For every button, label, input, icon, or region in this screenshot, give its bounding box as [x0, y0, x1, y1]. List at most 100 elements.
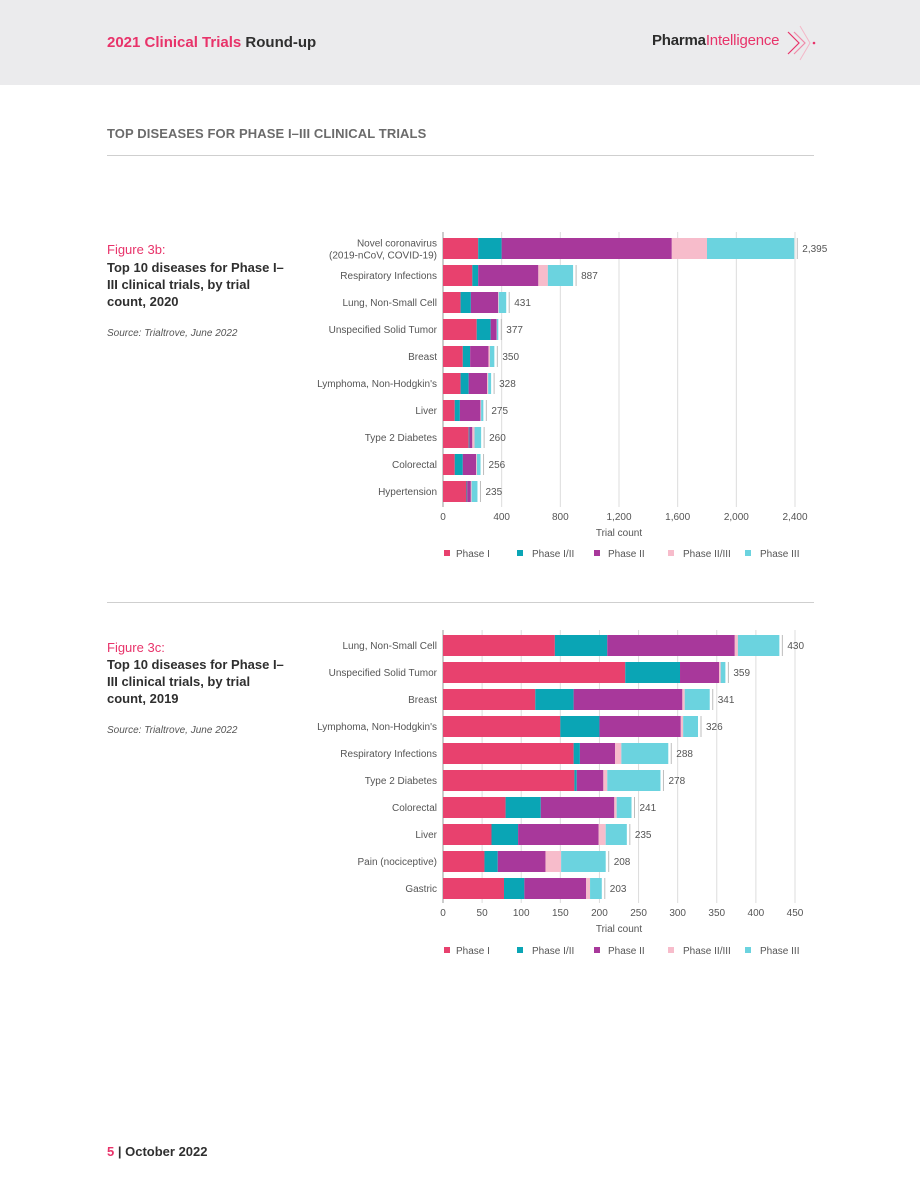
bar-segment [462, 346, 471, 367]
total-label: 887 [581, 271, 598, 282]
page-header: 2021 Clinical Trials Round-up PharmaInte… [0, 0, 920, 85]
bar-segment [443, 662, 626, 683]
legend-swatch [517, 550, 523, 556]
category-label: Gastric [405, 884, 437, 895]
tick-label: 250 [630, 908, 647, 919]
category-label: Lymphoma, Non-Hodgkin's [317, 722, 437, 733]
bar-segment [615, 743, 622, 764]
bar-segment [720, 662, 726, 683]
category-label: Respiratory Infections [340, 271, 437, 282]
legend-label: Phase II [608, 549, 645, 560]
tick-label: 200 [591, 908, 608, 919]
page-number: 5 [107, 1144, 115, 1159]
figure-3c-source: Source: Trialtrove, June 2022 [107, 725, 238, 736]
total-label: 350 [502, 352, 519, 363]
bar-segment [471, 481, 478, 502]
legend-swatch [594, 550, 600, 556]
bar-segment [599, 716, 681, 737]
x-axis-label: Trial count [596, 924, 643, 935]
bar-segment [574, 770, 577, 791]
bar-segment [554, 635, 608, 656]
footer-date: October 2022 [125, 1144, 208, 1159]
tick-label: 450 [787, 908, 804, 919]
figure-3c-title: Top 10 diseases for Phase I–III clinical… [107, 657, 284, 706]
bar-segment [498, 292, 499, 313]
legend-label: Phase I/II [532, 549, 574, 560]
legend-swatch [517, 947, 523, 953]
bar-segment [443, 454, 455, 475]
tick-label: 300 [669, 908, 686, 919]
category-label: Liver [415, 830, 437, 841]
bar-segment [489, 346, 495, 367]
total-label: 377 [506, 325, 523, 336]
category-label: Breast [408, 352, 437, 363]
bar-segment [476, 319, 491, 340]
total-label: 278 [668, 776, 685, 787]
bar-segment [478, 265, 539, 286]
category-label: Type 2 Diabetes [365, 433, 437, 444]
total-label: 256 [489, 460, 506, 471]
document-title-accent: 2021 Clinical Trials [107, 34, 242, 51]
total-label: 430 [787, 641, 804, 652]
bar-segment [443, 319, 477, 340]
legend-swatch [668, 550, 674, 556]
category-label: Colorectal [392, 460, 437, 471]
total-label: 203 [610, 884, 627, 895]
bar-segment [462, 454, 476, 475]
bar-segment [470, 292, 498, 313]
bar-segment [467, 481, 471, 502]
bar-segment [443, 346, 463, 367]
bar-segment [472, 265, 479, 286]
category-label: Pain (nociceptive) [358, 857, 437, 868]
brand-name-light: Intelligence [705, 32, 780, 49]
figure-3b-source: Source: Trialtrove, June 2022 [107, 328, 238, 339]
figure-3b-chart: 0 400 800 1,200 1,600 2,000 2,400 Trial count No… [317, 232, 828, 560]
bar-segment [603, 770, 608, 791]
category-label: Colorectal [392, 803, 437, 814]
tick-label: 400 [493, 512, 510, 523]
bar-segment [443, 770, 575, 791]
legend-label: Phase III [760, 946, 799, 957]
bar-segment [468, 373, 487, 394]
bar-segment [474, 427, 482, 448]
category-label: Lymphoma, Non-Hodgkin's [317, 379, 437, 390]
footer-separator: | [114, 1144, 126, 1159]
bar-segment [491, 824, 519, 845]
bar-segment [538, 265, 548, 286]
bar-segment [488, 346, 490, 367]
figure-3b-label: Figure 3b: [107, 242, 166, 257]
bar-segment [607, 770, 661, 791]
bar-segment [488, 373, 492, 394]
bar-segment [497, 851, 546, 872]
category-label: Breast [408, 695, 437, 706]
bar-segment [547, 265, 574, 286]
divider [107, 155, 814, 156]
bar-segment [576, 770, 604, 791]
legend-label: Phase II [608, 946, 645, 957]
bar-segment [469, 427, 473, 448]
bar-segment [504, 878, 525, 899]
bar-segment [443, 743, 574, 764]
total-label: 208 [614, 857, 631, 868]
bar-segment [466, 481, 468, 502]
tick-label: 100 [513, 908, 530, 919]
legend-label: Phase I/II [532, 946, 574, 957]
bar-segment [443, 265, 473, 286]
total-label: 341 [718, 695, 735, 706]
total-label: 241 [640, 803, 657, 814]
total-label: 328 [499, 379, 516, 390]
chevrons-icon [787, 25, 816, 61]
figure-3c-chart: 0 50 100 150 200 250 300 350 400 450 Trial count Lu… [317, 630, 804, 957]
bar-segment [561, 851, 606, 872]
bar-segment [480, 400, 482, 421]
bar-segment [459, 400, 481, 421]
legend-label: Phase II/III [683, 946, 731, 957]
brand-logo-text: PharmaIntelligence [652, 32, 780, 49]
legend-swatch [594, 947, 600, 953]
bar-segment [490, 319, 497, 340]
bar-segment [472, 427, 475, 448]
tick-label: 50 [477, 908, 489, 919]
bar-segment [625, 662, 681, 683]
bar-segment [470, 481, 472, 502]
category-label: Lung, Non-Small Cell [343, 298, 438, 309]
